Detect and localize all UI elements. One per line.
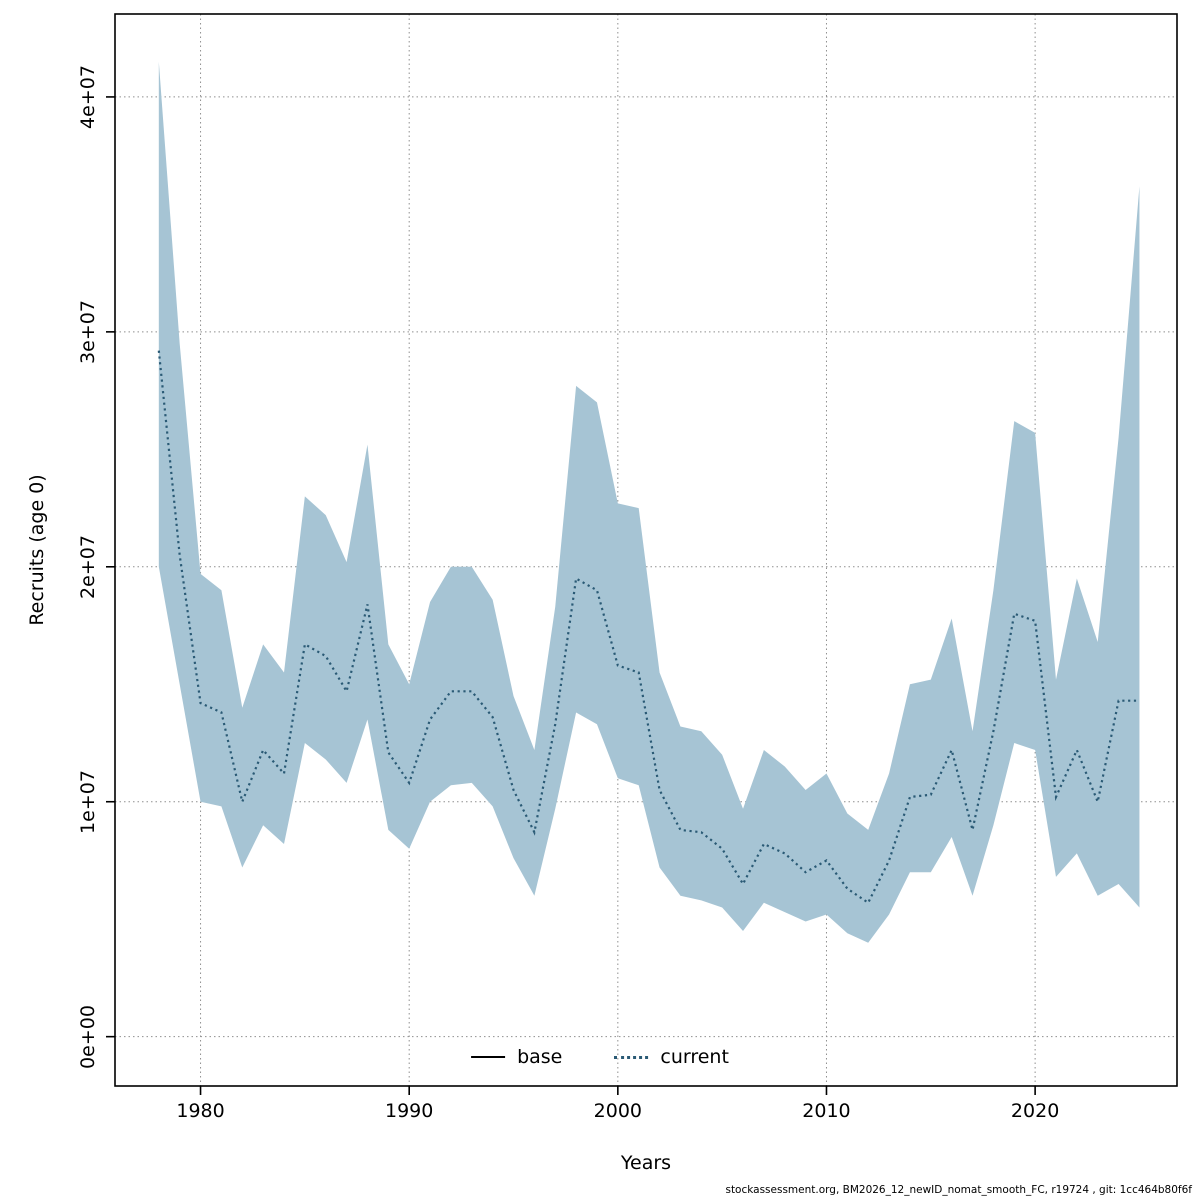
current-recruits-line (157, 350, 1140, 905)
plot-border (114, 13, 1178, 1087)
confidence-band (158, 61, 1140, 943)
